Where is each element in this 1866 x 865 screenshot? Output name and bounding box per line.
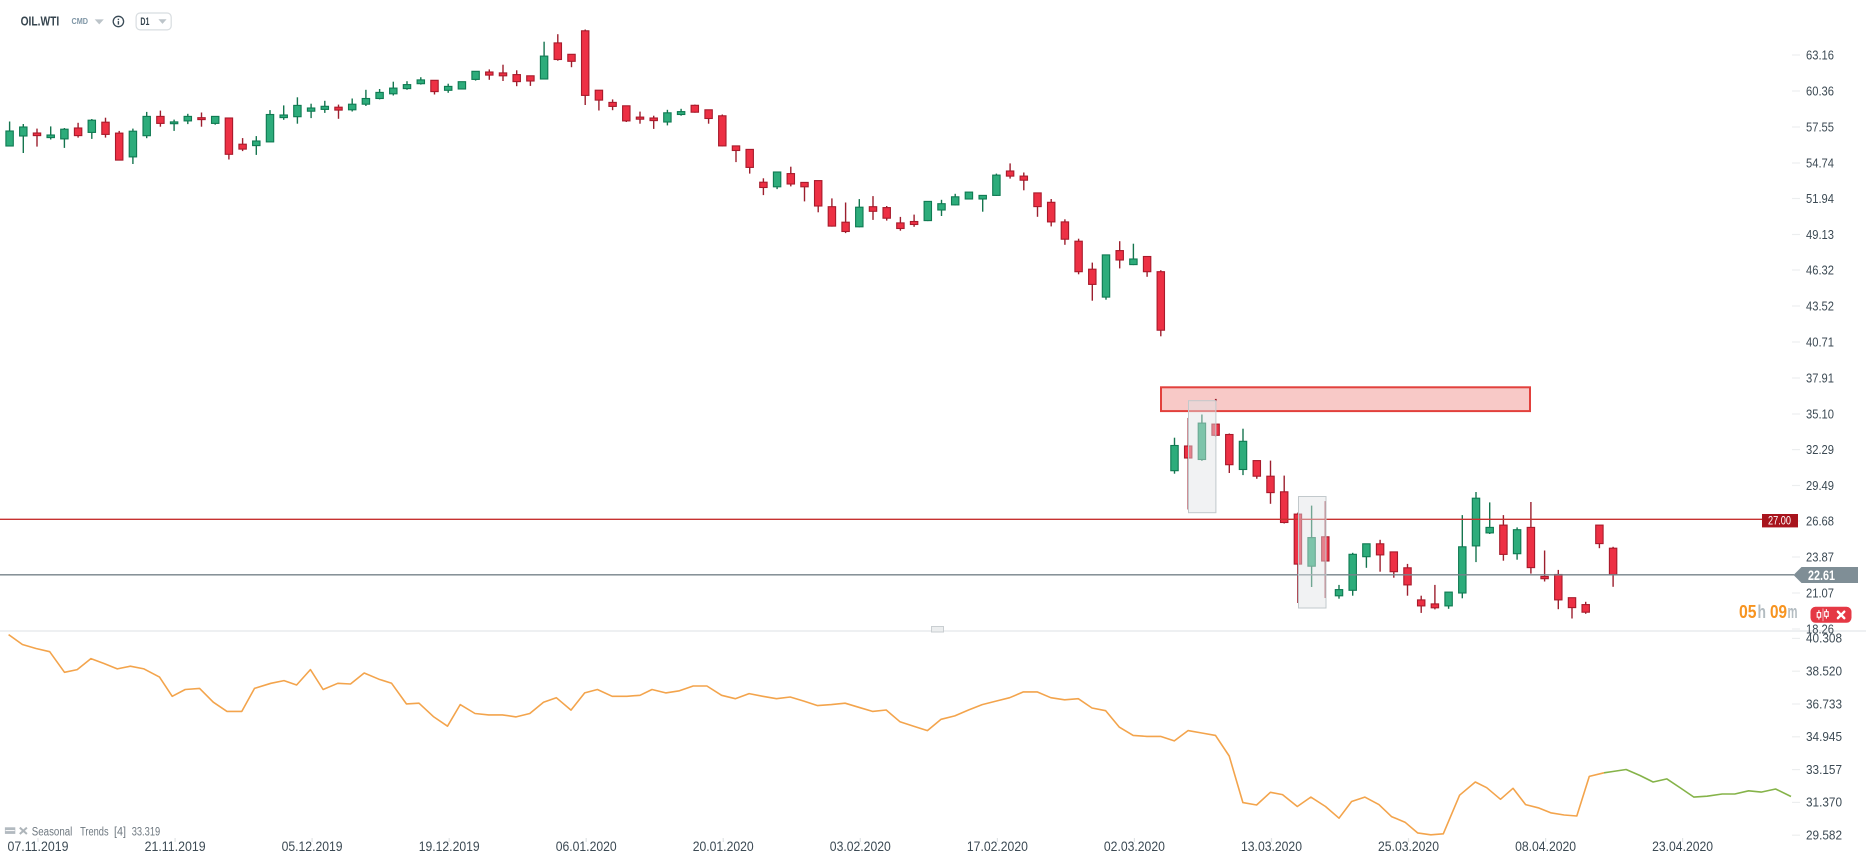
svg-text:33.157: 33.157 (1806, 763, 1842, 777)
svg-text:20.01.2020: 20.01.2020 (693, 839, 754, 854)
svg-text:08.04.2020: 08.04.2020 (1515, 839, 1576, 854)
svg-text:21.07: 21.07 (1806, 586, 1834, 600)
svg-text:D1: D1 (140, 16, 149, 28)
svg-text:OIL.WTI: OIL.WTI (21, 14, 60, 28)
svg-text:36.733: 36.733 (1806, 697, 1842, 711)
svg-text:05: 05 (1739, 601, 1757, 622)
svg-text:37.91: 37.91 (1806, 371, 1834, 385)
svg-text:07.11.2019: 07.11.2019 (8, 839, 69, 854)
svg-text:CMD: CMD (72, 16, 89, 26)
svg-text:51.94: 51.94 (1806, 192, 1834, 206)
svg-text:18.26: 18.26 (1806, 622, 1834, 636)
svg-text:26.68: 26.68 (1806, 514, 1834, 528)
svg-text:25.03.2020: 25.03.2020 (1378, 839, 1439, 854)
svg-text:40.308: 40.308 (1806, 632, 1842, 646)
svg-text:09: 09 (1770, 601, 1787, 622)
svg-text:38.520: 38.520 (1806, 665, 1842, 679)
svg-text:Trends: Trends (80, 826, 109, 838)
svg-text:05.12.2019: 05.12.2019 (282, 839, 343, 854)
svg-text:23.04.2020: 23.04.2020 (1652, 839, 1713, 854)
svg-text:46.32: 46.32 (1806, 263, 1834, 277)
svg-text:32.29: 32.29 (1806, 443, 1834, 457)
svg-text:54.74: 54.74 (1806, 156, 1834, 170)
svg-text:22.61: 22.61 (1808, 568, 1835, 583)
svg-text:57.55: 57.55 (1806, 120, 1834, 134)
svg-text:03.02.2020: 03.02.2020 (830, 839, 891, 854)
svg-text:34.945: 34.945 (1806, 730, 1842, 744)
svg-text:13.03.2020: 13.03.2020 (1241, 839, 1302, 854)
svg-text:31.370: 31.370 (1806, 796, 1842, 810)
svg-text:33.319: 33.319 (132, 826, 161, 838)
svg-text:21.11.2019: 21.11.2019 (145, 839, 206, 854)
svg-text:43.52: 43.52 (1806, 299, 1834, 313)
svg-text:h: h (1758, 601, 1767, 622)
svg-text:27.00: 27.00 (1768, 513, 1791, 527)
svg-text:23.87: 23.87 (1806, 550, 1834, 564)
svg-text:[4]: [4] (114, 826, 126, 838)
svg-text:19.12.2019: 19.12.2019 (419, 839, 480, 854)
svg-text:m: m (1788, 601, 1798, 622)
svg-text:49.13: 49.13 (1806, 228, 1834, 242)
svg-text:29.582: 29.582 (1806, 829, 1842, 843)
svg-text:60.36: 60.36 (1806, 84, 1834, 98)
svg-text:17.02.2020: 17.02.2020 (967, 839, 1028, 854)
svg-text:40.71: 40.71 (1806, 335, 1834, 349)
svg-text:29.49: 29.49 (1806, 479, 1834, 493)
svg-text:02.03.2020: 02.03.2020 (1104, 839, 1165, 854)
svg-text:Seasonal: Seasonal (32, 826, 73, 838)
svg-text:06.01.2020: 06.01.2020 (556, 839, 617, 854)
svg-text:35.10: 35.10 (1806, 407, 1834, 421)
svg-text:63.16: 63.16 (1806, 48, 1834, 62)
